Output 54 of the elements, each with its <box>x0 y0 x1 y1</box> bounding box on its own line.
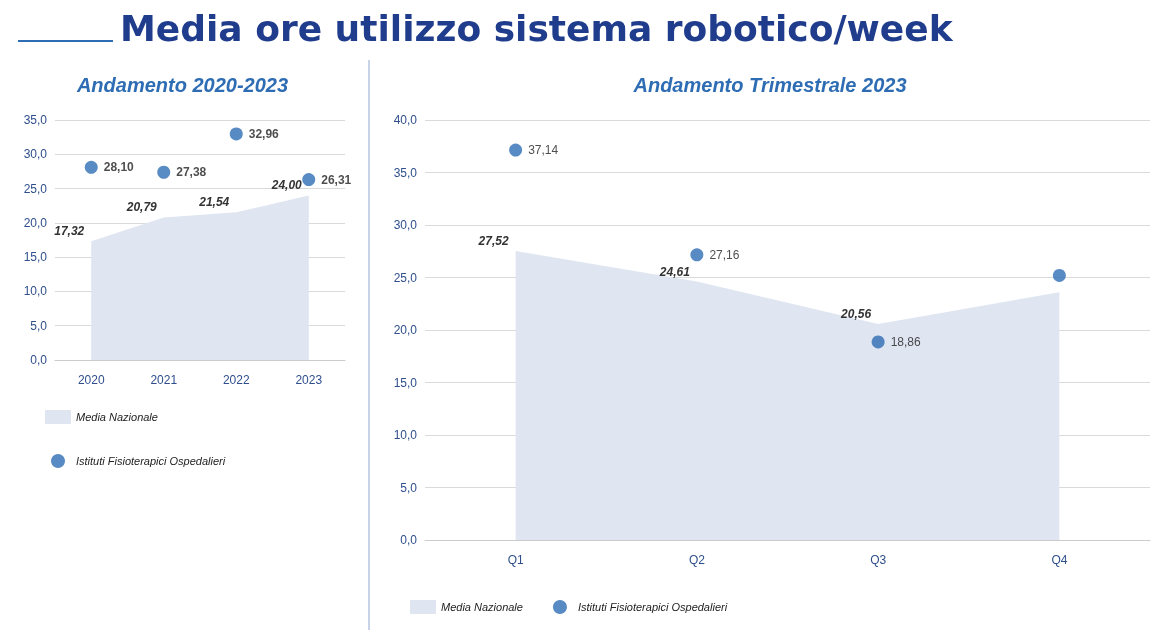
point <box>690 248 704 262</box>
data-label: 20,79 <box>125 200 158 215</box>
point <box>1052 268 1066 282</box>
x-tick-label: 2021 <box>150 373 178 387</box>
legend-label: Istituti Fisioterapici Ospedalieri <box>577 601 728 613</box>
legend-label: Media Nazionale <box>441 601 523 613</box>
point <box>84 160 98 174</box>
data-label: 21,54 <box>198 195 230 210</box>
data-label: 28,10 <box>103 160 135 175</box>
data-label: 18,86 <box>890 334 921 349</box>
y-tick-label: 10,0 <box>23 284 48 299</box>
x-tick-label: 2020 <box>77 373 105 387</box>
x-tick-label: Q3 <box>870 553 887 567</box>
y-tick-label: 35,0 <box>393 165 418 180</box>
x-tick-label: Q2 <box>688 553 706 567</box>
y-tick-label: 40,0 <box>393 113 418 127</box>
y-tick-label: 0,0 <box>30 353 48 367</box>
data-label: 17,32 <box>54 224 85 239</box>
data-label: 27,52 <box>477 234 509 249</box>
y-tick-label: 5,0 <box>400 480 418 495</box>
data-label: 27,38 <box>176 165 207 180</box>
y-tick-label: 15,0 <box>23 250 48 265</box>
data-label: 37,14 <box>528 143 559 158</box>
data-label: 32,96 <box>248 126 280 141</box>
chart-subtitle: Andamento 2020-2023 <box>75 74 289 96</box>
y-tick-label: 30,0 <box>393 218 418 232</box>
y-tick-label: 10,0 <box>393 428 418 442</box>
x-tick-label: Q4 <box>1051 553 1068 567</box>
y-tick-label: 15,0 <box>393 375 418 390</box>
y-tick-label: 25,0 <box>23 181 48 196</box>
point <box>302 173 316 187</box>
text: Media ore utilizzo sistema robotico/week <box>120 8 953 49</box>
y-tick-label: 30,0 <box>23 147 48 162</box>
data-label: 24,00 <box>270 178 303 193</box>
data-label: 24,61 <box>658 264 691 279</box>
y-tick-label: 25,0 <box>393 270 418 285</box>
y-tick-label: 5,0 <box>30 318 48 333</box>
x-tick-label: 2023 <box>295 373 323 387</box>
data-label: 26,31 <box>321 172 352 187</box>
x-tick-label: Q1 <box>507 553 524 567</box>
legend-label: Istituti Fisioterapici Ospedalieri <box>76 455 226 467</box>
point <box>871 335 885 349</box>
y-tick-label: 20,0 <box>393 323 418 337</box>
data-label: 20,56 <box>840 307 872 322</box>
x-tick-label: 2022 <box>222 373 250 387</box>
chart-subtitle: Andamento Trimestrale 2023 <box>632 74 907 96</box>
y-tick-label: 0,0 <box>400 533 418 547</box>
data-label: 27,16 <box>709 247 740 262</box>
point <box>229 127 243 141</box>
point <box>509 143 523 157</box>
y-tick-label: 35,0 <box>23 113 48 127</box>
y-tick-label: 20,0 <box>23 215 48 230</box>
legend-label: Media Nazionale <box>76 411 158 423</box>
point <box>157 165 171 179</box>
